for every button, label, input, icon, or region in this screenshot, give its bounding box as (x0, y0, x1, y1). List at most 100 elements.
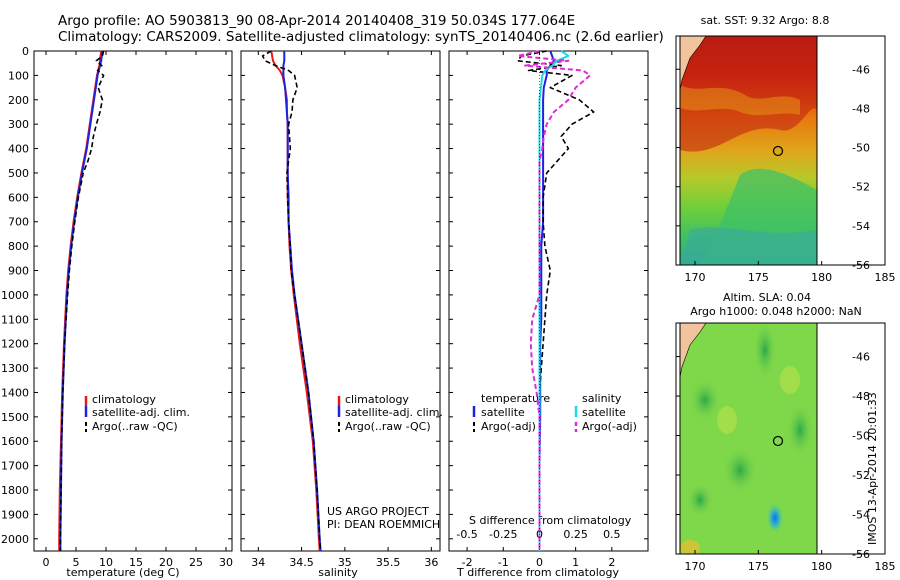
salinity-legend: climatology satellite-adj. clim. Argo(..… (337, 393, 443, 433)
x-tick-label: 0 (536, 556, 543, 569)
depth-tick-label: 2000 (1, 533, 29, 546)
x-tick-label: 34.5 (289, 556, 314, 569)
depth-tick-label: 1400 (1, 386, 29, 399)
temperature-axes-frame (33, 50, 233, 552)
top-x-tick-label: -0.5 (456, 528, 477, 541)
x-tick-label: -1 (498, 556, 509, 569)
salinity-xlabel: salinity (318, 566, 358, 579)
x-tick-label: 20 (159, 556, 173, 569)
depth-tick-label: 1500 (1, 411, 29, 424)
title-line-1: Argo profile: AO 5903813_90 08-Apr-2014 … (58, 13, 576, 29)
map-x-tick-label: 185 (875, 560, 896, 573)
difference-axes-frame (448, 50, 649, 552)
map-x-tick-label: 180 (811, 271, 832, 284)
imos-timestamp-label: IMOS 13-Apr-2014 20:01:33 (866, 392, 879, 545)
legend-label-salinity-satellite: satellite (582, 406, 626, 419)
sla-map-title: Altim. SLA: 0.04 (723, 291, 811, 304)
legend-label-argo: Argo(..raw -QC) (345, 420, 431, 433)
map-y-tick-label: -46 (852, 63, 870, 76)
legend-label-temperature-argo: Argo(-adj) (481, 420, 536, 433)
sla-map: Altim. SLA: 0.04 Argo h1000: 0.048 h2000… (675, 291, 896, 573)
depth-tick-label: 1800 (1, 484, 29, 497)
depth-tick-label: 300 (8, 118, 29, 131)
map-y-tick-label: -56 (852, 548, 870, 561)
x-tick-label: 0 (43, 556, 50, 569)
legend-header-salinity: salinity (582, 392, 622, 405)
legend-label-climatology: climatology (345, 393, 409, 406)
map-y-tick-label: -48 (852, 102, 870, 115)
x-tick-label: 36 (424, 556, 438, 569)
sst-map: sat. SST: 9.32 Argo: 8.8 170 175 180 185 -46… (675, 14, 896, 284)
sst-map-frame (675, 35, 886, 266)
legend-label-climatology: climatology (92, 393, 156, 406)
top-x-tick-label: 0.25 (563, 528, 588, 541)
credits-project: US ARGO PROJECT (327, 505, 429, 518)
depth-tick-label: 1900 (1, 508, 29, 521)
depth-tick-label: 900 (8, 265, 29, 278)
depth-tick-label: 1700 (1, 460, 29, 473)
temperature-xlabel: temperature (deg C) (66, 566, 179, 579)
depth-tick-label: 800 (8, 240, 29, 253)
sla-map-frame (675, 322, 886, 555)
depth-tick-label: 600 (8, 191, 29, 204)
x-tick-label: 35 (338, 556, 352, 569)
map-y-tick-label: -48 (852, 390, 870, 403)
depth-tick-label: 1200 (1, 338, 29, 351)
difference-legend: temperature salinity satellite Argo(-adj… (472, 392, 637, 433)
map-x-tick-label: 175 (748, 271, 769, 284)
map-x-tick-label: 180 (811, 560, 832, 573)
salinity-axes-frame (240, 50, 441, 552)
depth-tick-label: 1100 (1, 313, 29, 326)
top-x-tick-label: 0.5 (603, 528, 621, 541)
sst-field (680, 36, 817, 265)
top-x-tick-label: -0.25 (489, 528, 517, 541)
legend-label-argo: Argo(..raw -QC) (92, 420, 178, 433)
difference-top-xlabel: S difference from climatology (469, 514, 632, 527)
map-y-tick-label: -46 (852, 351, 870, 364)
x-tick-label: 30 (219, 556, 233, 569)
map-y-tick-label: -54 (852, 220, 870, 233)
map-x-tick-label: 170 (685, 271, 706, 284)
x-tick-label: 15 (129, 556, 143, 569)
temperature-panel: climatology satellite-adj. clim. Argo(..… (1, 45, 233, 579)
map-x-tick-label: 170 (685, 560, 706, 573)
depth-tick-label: 1600 (1, 435, 29, 448)
map-y-tick-label: -50 (852, 142, 870, 155)
sla-field (680, 323, 817, 554)
series-line-argo-raw-qc (261, 50, 322, 552)
credits-pi: PI: DEAN ROEMMICH (327, 518, 440, 531)
x-tick-label: 10 (99, 556, 113, 569)
map-x-tick-label: 175 (748, 560, 769, 573)
difference-panel: temperature salinity satellite Argo(-adj… (448, 50, 649, 579)
temperature-legend: climatology satellite-adj. clim. Argo(..… (84, 393, 190, 433)
legend-header-temperature: temperature (481, 392, 550, 405)
x-tick-label: 2 (608, 556, 615, 569)
legend-label-satellite: satellite-adj. clim. (345, 406, 443, 419)
x-tick-label: 25 (189, 556, 203, 569)
x-tick-label: 1 (572, 556, 579, 569)
depth-tick-label: 1000 (1, 289, 29, 302)
sst-map-title: sat. SST: 9.32 Argo: 8.8 (701, 14, 830, 27)
depth-tick-label: 100 (8, 69, 29, 82)
depth-tick-label: 700 (8, 216, 29, 229)
title-line-2: Climatology: CARS2009. Satellite-adjuste… (58, 29, 664, 45)
map-y-tick-label: -56 (852, 259, 870, 272)
legend-label-temperature-satellite: satellite (481, 406, 525, 419)
map-y-tick-label: -52 (852, 469, 870, 482)
map-y-tick-label: -50 (852, 430, 870, 443)
depth-tick-label: 0 (22, 45, 29, 58)
legend-label-salinity-argo: Argo(-adj) (582, 420, 637, 433)
sla-profile-location-marker (772, 435, 784, 447)
series-line-argo-raw-qc (59, 50, 105, 551)
map-y-tick-label: -54 (852, 509, 870, 522)
salinity-panel: climatology satellite-adj. clim. Argo(..… (240, 50, 443, 579)
sst-profile-location-marker (772, 145, 784, 157)
depth-tick-label: 1300 (1, 362, 29, 375)
depth-tick-label: 500 (8, 167, 29, 180)
legend-label-satellite: satellite-adj. clim. (92, 406, 190, 419)
depth-tick-label: 200 (8, 94, 29, 107)
sla-map-subtitle: Argo h1000: 0.048 h2000: NaN (690, 305, 862, 318)
x-tick-label: 34 (251, 556, 265, 569)
x-tick-label: -2 (462, 556, 473, 569)
